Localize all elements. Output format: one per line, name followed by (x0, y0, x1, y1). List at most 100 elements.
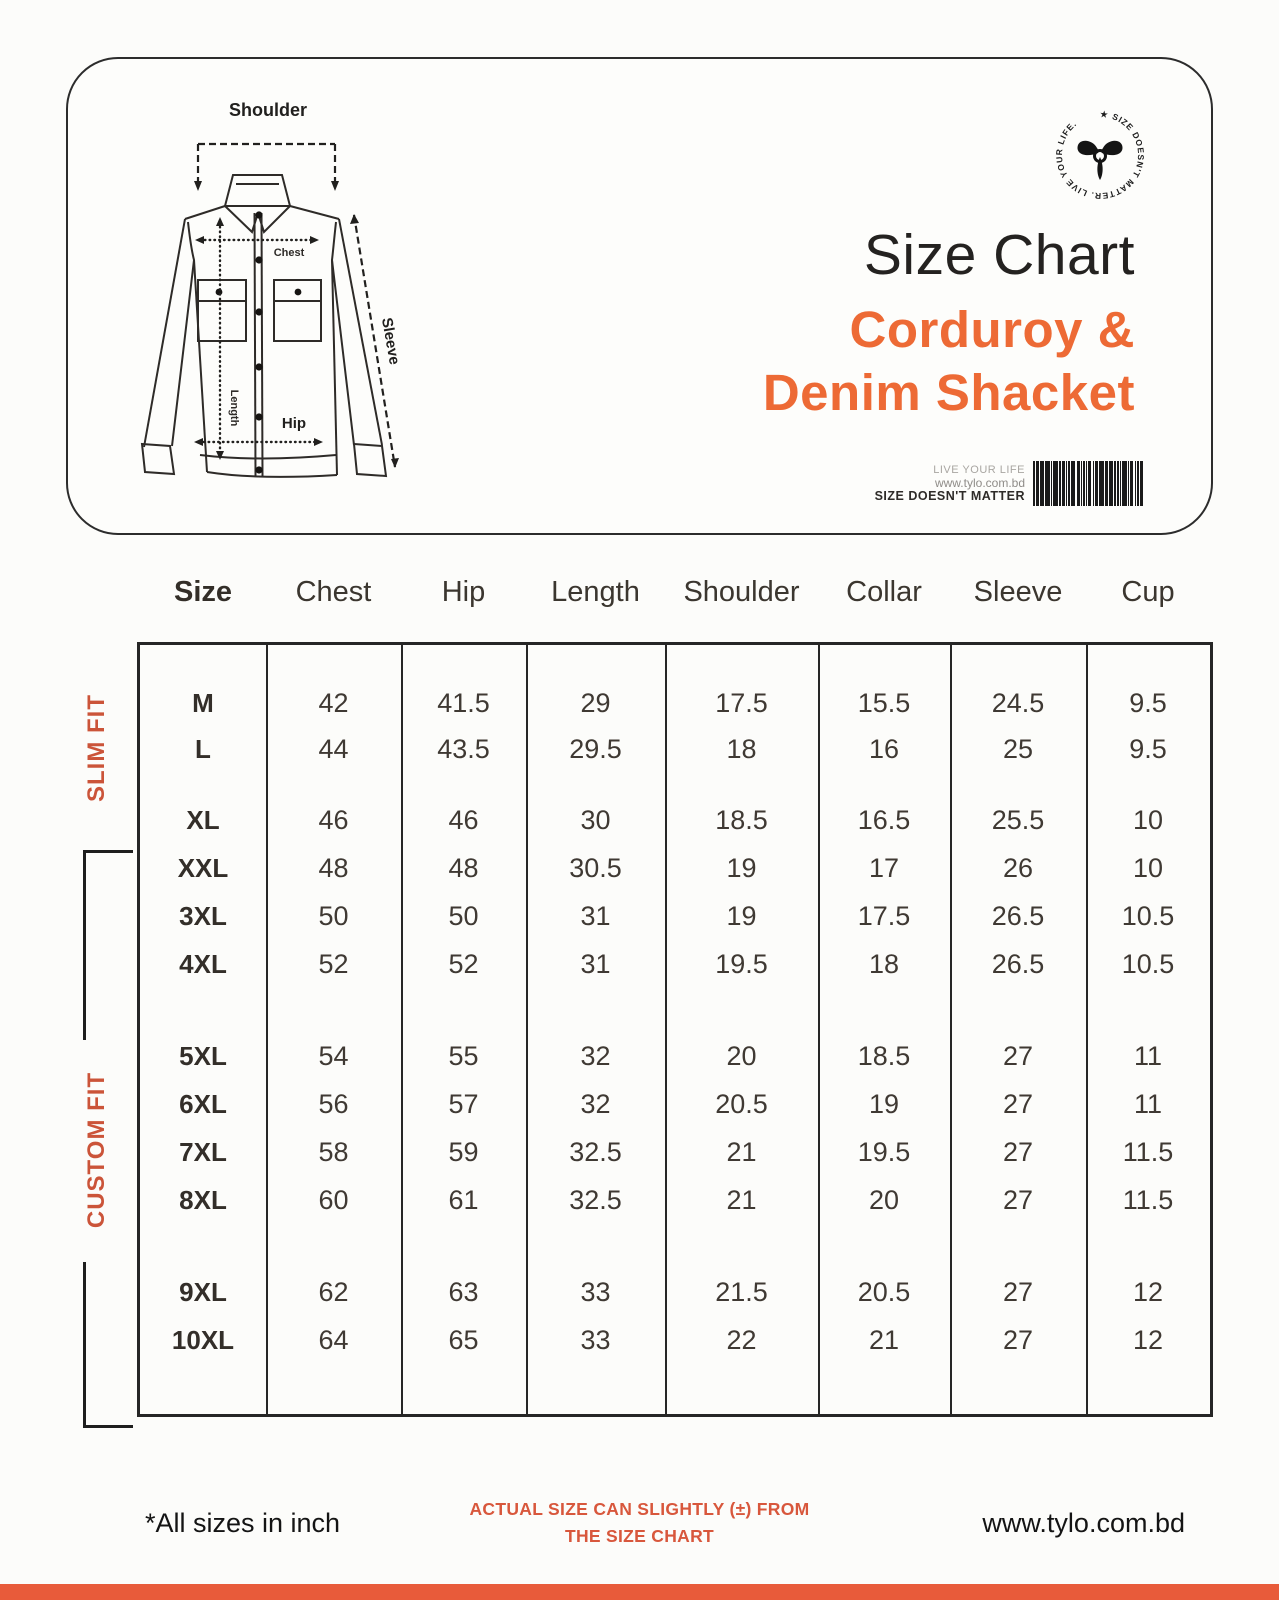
value-cell: 27 (1002, 1136, 1034, 1167)
value-cell: 19.5 (715, 948, 768, 979)
value-cell: 46 (318, 804, 349, 835)
value-cell: 44 (318, 733, 349, 764)
value-cell: 48 (448, 852, 479, 883)
value-cell: 19.5 (857, 1136, 911, 1167)
value-cell: 19 (726, 900, 757, 931)
value-cell: 33 (580, 1276, 611, 1307)
value-cell: 50 (448, 900, 479, 931)
shacket-measurement-diagram: Shoulder Chest Length Hip Sleeve (140, 100, 403, 478)
table-row: XXL 48 48 30.5 19 17 26 10 (140, 844, 1210, 892)
column-divider (526, 645, 528, 1414)
column-divider (1086, 645, 1088, 1414)
value-cell: 54 (318, 1040, 349, 1071)
footer-disclaimer: ACTUAL SIZE CAN SLIGHTLY (±) FROM THE SI… (0, 1496, 1279, 1550)
column-divider (266, 645, 268, 1414)
fit-label-slim: SLIM FIT (83, 694, 110, 802)
row-group: 9XL 62 63 33 21.5 20.5 27 12 10XL 64 65 33 22 21 27 12 (140, 1268, 1210, 1364)
value-cell: 26 (1002, 852, 1034, 883)
value-cell: 30.5 (569, 852, 622, 883)
custom-fit-bracket-bottom (83, 1425, 133, 1428)
row-group: XL 46 46 30 18.5 16.5 25.5 10 XXL 48 48 30.5 19 17 26 1… (140, 796, 1210, 988)
table-header-row: Size Chest Hip Length Shoulder Collar Sl… (140, 570, 1210, 614)
value-cell: 26.5 (991, 900, 1045, 931)
value-cell: 18.5 (715, 804, 768, 835)
value-cell: 60 (318, 1184, 349, 1215)
fit-label-custom: CUSTOM FIT (83, 1071, 110, 1229)
column-header-hip: Hip (441, 575, 486, 608)
column-header-chest: Chest (295, 575, 372, 608)
value-cell: 17.5 (857, 900, 911, 931)
value-cell: 27 (1002, 1324, 1034, 1355)
value-cell: 52 (318, 948, 349, 979)
product-name-line2: Denim Shacket (762, 364, 1135, 421)
footer-disclaimer-line2: THE SIZE CHART (564, 1526, 715, 1546)
value-cell: 32.5 (569, 1184, 622, 1215)
value-cell: 19 (868, 1088, 900, 1119)
value-cell: 32 (580, 1040, 611, 1071)
value-cell: 26.5 (991, 948, 1045, 979)
value-cell: 58 (318, 1136, 349, 1167)
value-cell: 27 (1002, 1184, 1034, 1215)
size-cell: 5XL (179, 1040, 227, 1071)
value-cell: 19 (726, 852, 757, 883)
barcode-caption-line2: www.tylo.com.bd (934, 476, 1025, 490)
custom-fit-bracket-line-upper (83, 850, 86, 1040)
value-cell: 55 (448, 1040, 479, 1071)
size-cell: 8XL (179, 1184, 227, 1215)
value-cell: 41.5 (437, 687, 490, 718)
value-cell: 17 (868, 852, 900, 883)
size-cell: XL (186, 804, 220, 835)
value-cell: 18 (868, 948, 900, 979)
title-block: Size Chart Corduroy & Denim Shacket (763, 227, 1135, 424)
table-row: 9XL 62 63 33 21.5 20.5 27 12 (140, 1268, 1210, 1316)
logo-trefoil-icon (1077, 140, 1123, 180)
table-row: L 44 43.5 29.5 18 16 25 9.5 (140, 726, 1210, 772)
product-name-line1: Corduroy & (849, 301, 1135, 358)
column-header-shoulder: Shoulder (683, 575, 800, 608)
size-cell: 7XL (179, 1136, 227, 1167)
value-cell: 10.5 (1121, 948, 1175, 979)
value-cell: 12 (1132, 1324, 1164, 1355)
bottom-accent-bar (0, 1584, 1279, 1600)
column-divider (818, 645, 820, 1414)
table-row: 8XL 60 61 32.5 21 20 27 11.5 (140, 1176, 1210, 1224)
table-row: XL 46 46 30 18.5 16.5 25.5 10 (140, 796, 1210, 844)
value-cell: 20.5 (715, 1088, 768, 1119)
table-row: 7XL 58 59 32.5 21 19.5 27 11.5 (140, 1128, 1210, 1176)
value-cell: 15.5 (857, 687, 911, 718)
column-divider (950, 645, 952, 1414)
logo-circle-text: ★ SIZE DOESN'T MATTER. LIVE YOUR LIFE. (1054, 109, 1146, 201)
value-cell: 10 (1132, 804, 1164, 835)
value-cell: 62 (318, 1276, 349, 1307)
value-cell: 11.5 (1122, 1136, 1174, 1167)
value-cell: 56 (318, 1088, 349, 1119)
barcode-caption-line1: LIVE YOUR LIFE (933, 464, 1025, 476)
value-cell: 27 (1002, 1088, 1034, 1119)
value-cell: 10.5 (1121, 900, 1175, 931)
size-table-body: M 42 41.5 29 17.5 15.5 24.5 9.5 L 44 43.5 29.5 18 16 2… (140, 645, 1210, 1364)
barcode-caption: LIVE YOUR LIFE www.tylo.com.bd SIZE DOES… (875, 464, 1025, 503)
diagram-hip-label: Hip (282, 415, 306, 432)
value-cell: 16.5 (857, 804, 911, 835)
value-cell: 12 (1132, 1276, 1164, 1307)
diagram-chest-label: Chest (274, 247, 305, 259)
value-cell: 18.5 (857, 1040, 911, 1071)
value-cell: 20 (868, 1184, 900, 1215)
value-cell: 29.5 (569, 733, 622, 764)
diagram-shoulder-label: Shoulder (229, 100, 307, 120)
size-cell: XXL (177, 852, 229, 883)
value-cell: 22 (726, 1324, 757, 1355)
size-cell: 9XL (179, 1276, 227, 1307)
value-cell: 29 (580, 687, 611, 718)
value-cell: 57 (448, 1088, 479, 1119)
column-header-cup: Cup (1121, 575, 1175, 608)
barcode-block: LIVE YOUR LIFE www.tylo.com.bd SIZE DOES… (875, 461, 1145, 506)
column-header-length: Length (551, 575, 640, 608)
column-header-collar: Collar (846, 575, 922, 608)
value-cell: 11 (1133, 1040, 1163, 1071)
value-cell: 21 (726, 1184, 757, 1215)
value-cell: 11.5 (1122, 1184, 1174, 1215)
value-cell: 17.5 (715, 687, 768, 718)
barcode-caption-line3: SIZE DOESN'T MATTER (874, 489, 1025, 503)
footer-disclaimer-line1: ACTUAL SIZE CAN SLIGHTLY (±) FROM (469, 1499, 810, 1519)
